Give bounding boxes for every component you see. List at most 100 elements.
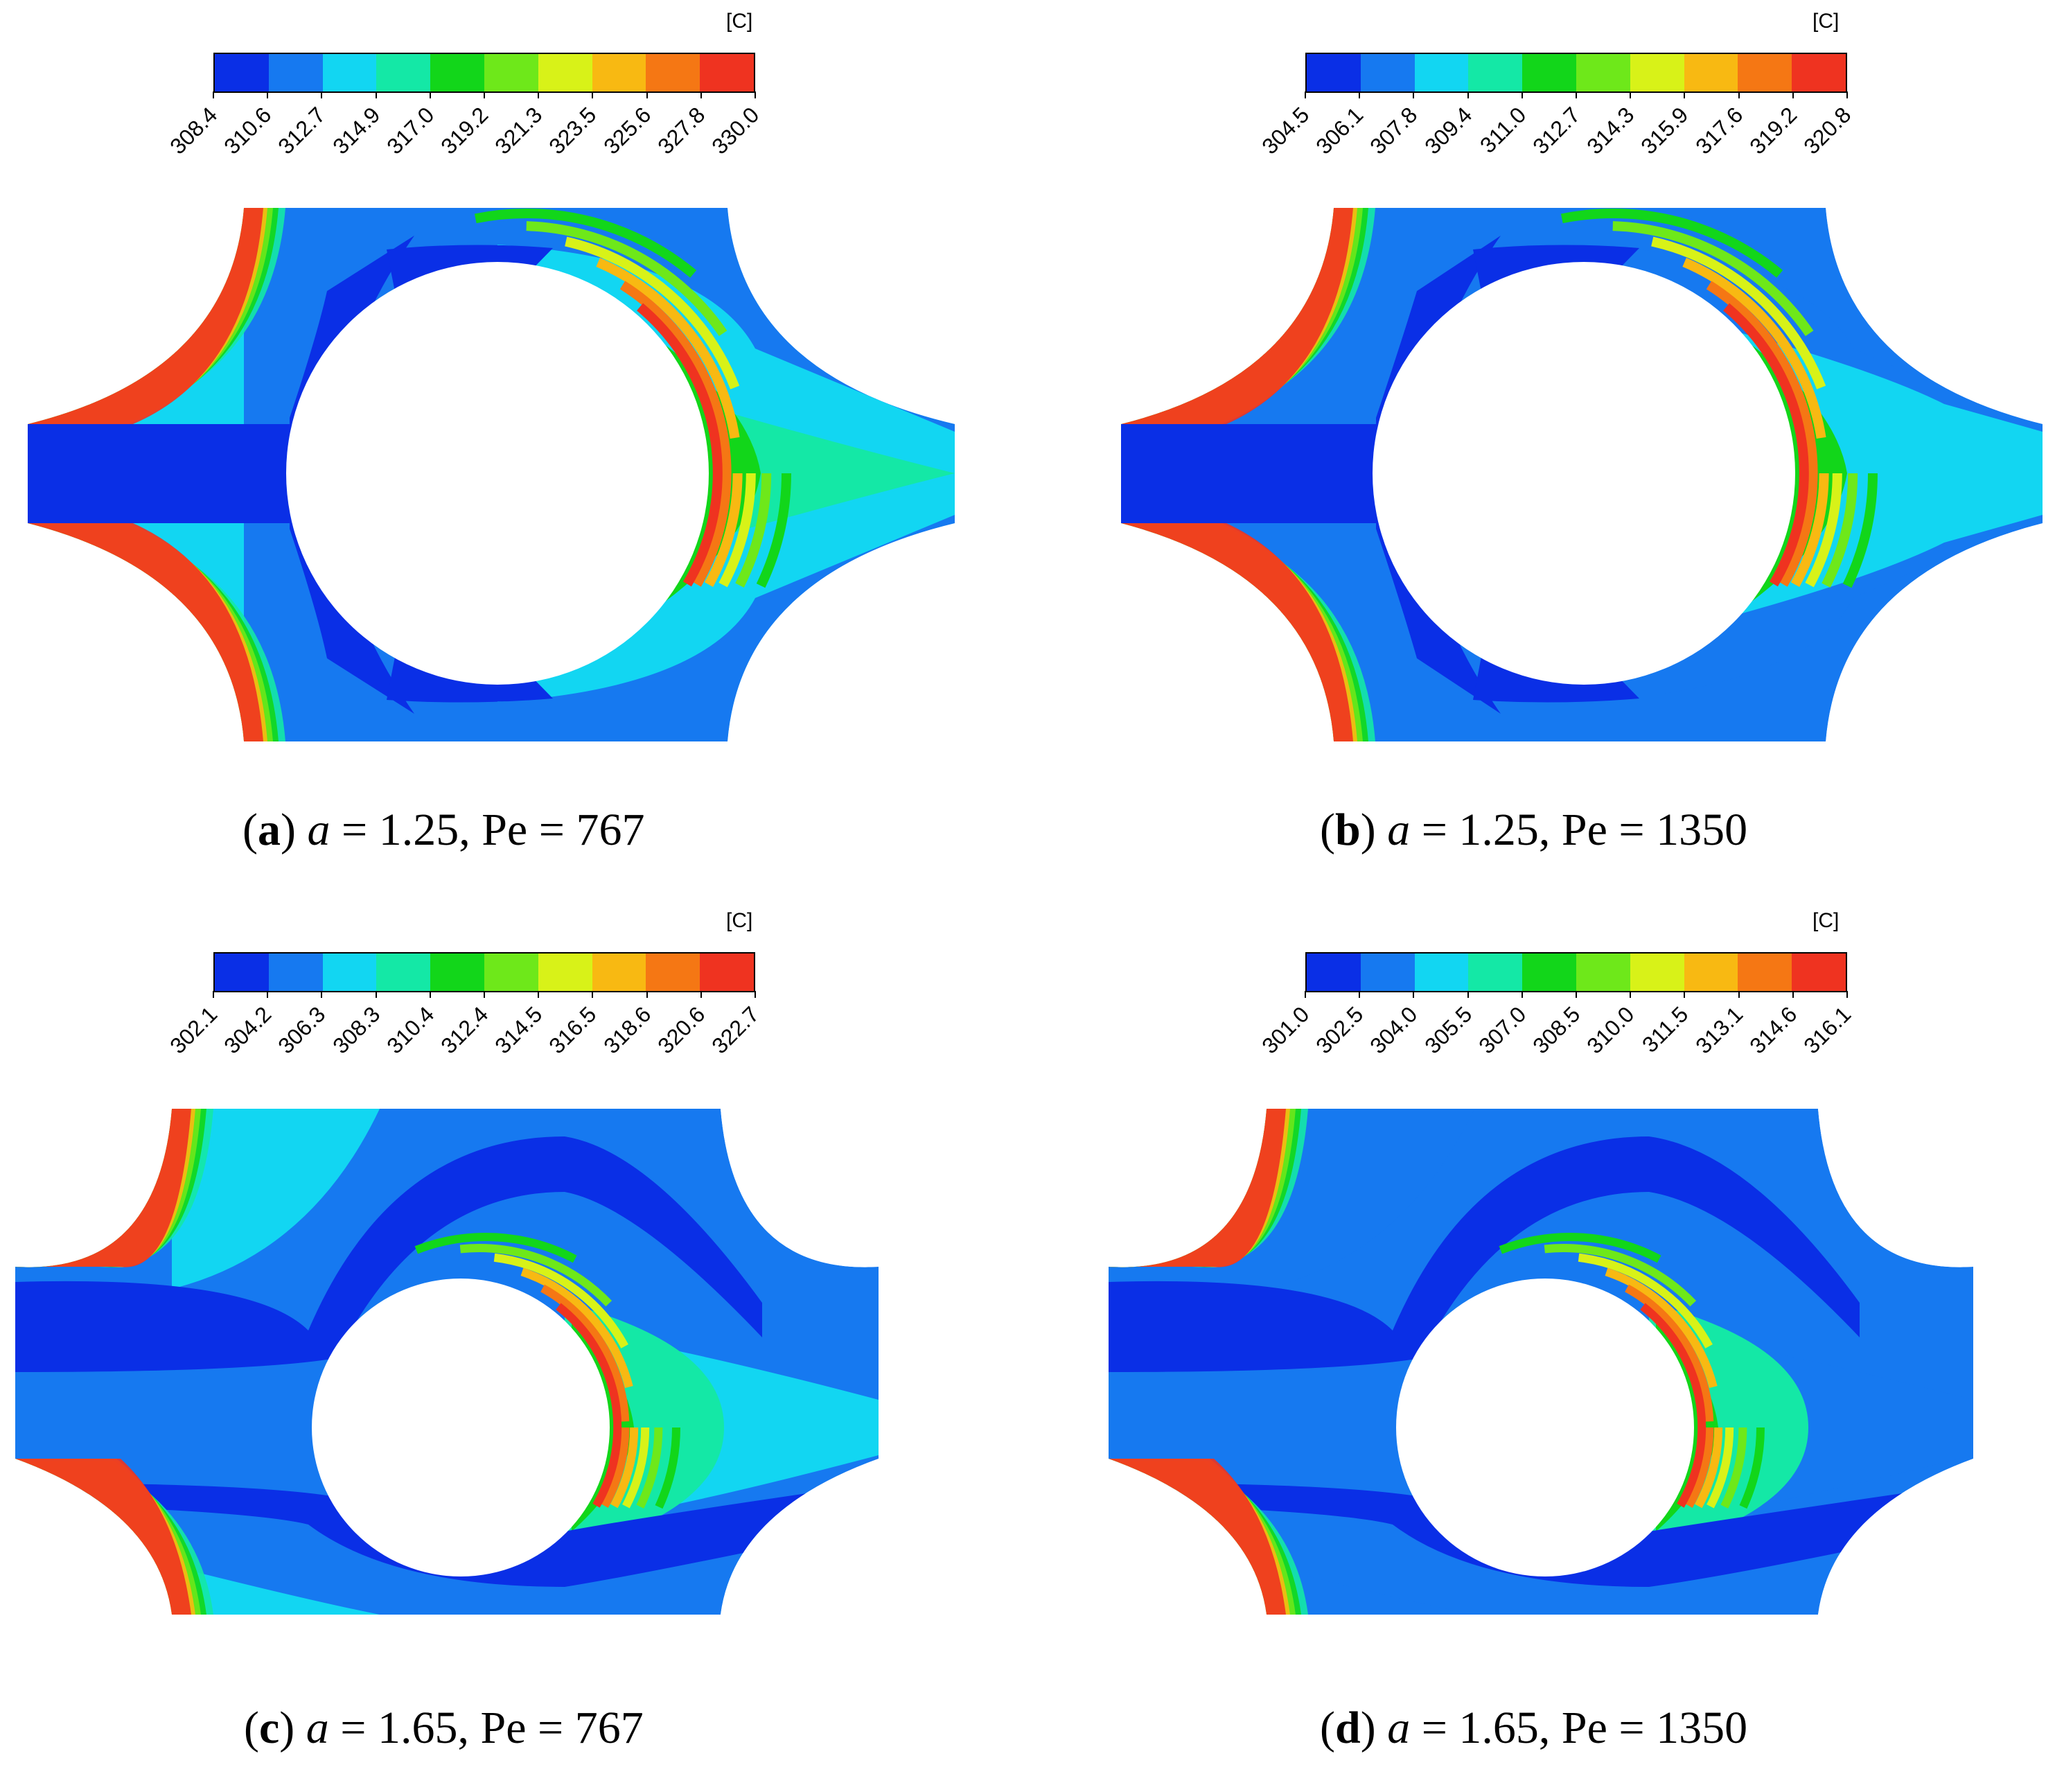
hot-ring <box>299 1252 650 1603</box>
colorbar-tick-mark <box>538 991 540 998</box>
temperature-contour-field <box>1109 1109 1973 1615</box>
colorbar-tick-mark <box>592 991 594 998</box>
colorbar-segment <box>1307 954 1361 991</box>
colorbar-segment <box>430 954 484 991</box>
colorbar <box>213 952 755 992</box>
hot-layer-top-left <box>1121 208 1357 424</box>
unit-label: [C] <box>726 909 753 932</box>
colorbar-segment <box>1630 54 1684 91</box>
hot-ring <box>1386 1259 1723 1596</box>
colorbar-tick-mark <box>1521 91 1523 98</box>
hot-layer-top-left <box>1121 208 1353 424</box>
colorbar-segment <box>1738 954 1792 991</box>
hot-ring <box>1375 1233 1765 1615</box>
colorbar-segment <box>322 954 377 991</box>
colorbar-segment <box>1468 954 1523 991</box>
colorbar-segment <box>376 954 431 991</box>
colorbar-tick-mark <box>1738 991 1740 998</box>
colorbar-tick-mark <box>1792 91 1794 98</box>
cold-band-upper <box>15 1136 762 1372</box>
colorbar-segment <box>322 54 377 91</box>
contour-plot <box>28 208 955 741</box>
hot-ring <box>1365 252 1809 695</box>
colorbar-segment <box>1522 954 1576 991</box>
colorbar-segment <box>1307 54 1361 91</box>
colorbar-tick-mark <box>755 991 756 998</box>
colorbar-segment <box>538 954 592 991</box>
contour-plot <box>1109 1109 1973 1615</box>
temperature-contour-field <box>28 208 955 741</box>
colorbar-segment <box>484 954 538 991</box>
colorbar-tick-mark <box>429 991 431 998</box>
colorbar-tick-mark <box>484 991 485 998</box>
colorbar-segment <box>1576 54 1630 91</box>
corner-bottom-left <box>172 1566 380 1615</box>
colorbar-tick-mark <box>375 91 377 98</box>
hot-layer-top-left <box>15 1109 191 1267</box>
colorbar <box>1305 53 1847 93</box>
cold-band-upper <box>1109 1136 1860 1372</box>
hot-ring <box>1363 246 1818 701</box>
colorbar-segment <box>1414 54 1469 91</box>
panel-a: [C] (a) a = 1.25, Pe = 767 308.4 310.6 312… <box>0 0 1032 891</box>
hot-ring <box>276 246 732 701</box>
hot-ring <box>1388 1265 1714 1590</box>
colorbar-segment <box>1792 954 1846 991</box>
panel-d: [C] (d) a = 1.65, Pe = 1350 301.0 302.5 30… <box>1095 901 2064 1792</box>
unit-label: [C] <box>1812 10 1840 33</box>
colorbar-segment <box>1522 54 1576 91</box>
colorbar-tick-mark <box>484 91 485 98</box>
hot-ring <box>1390 1270 1706 1585</box>
colorbar-tick-mark <box>1576 991 1577 998</box>
colorbar-segment <box>484 54 538 91</box>
colorbar-segment <box>430 54 484 91</box>
colorbar-segment <box>700 54 754 91</box>
colorbar-segment <box>1630 954 1684 991</box>
hot-ring <box>306 1270 622 1585</box>
hot-ring <box>1357 231 1842 716</box>
hot-ring <box>267 221 772 726</box>
colorbar-segment <box>1792 54 1846 91</box>
colorbar-tick-mark <box>321 91 323 98</box>
colorbar-tick-mark <box>321 991 323 998</box>
hot-ring <box>1383 1252 1734 1603</box>
colorbar <box>213 53 755 93</box>
colorbar-tick-mark <box>1521 991 1523 998</box>
colorbar-tick-mark <box>1359 91 1361 98</box>
colorbar-tick-mark <box>213 91 214 98</box>
hot-ring <box>295 1244 663 1611</box>
colorbar-tick-mark <box>1413 91 1415 98</box>
cylinder <box>312 1279 610 1576</box>
colorbar-tick-mark <box>1630 91 1632 98</box>
colorbar-tick-mark <box>213 991 214 998</box>
colorbar-segment <box>268 54 323 91</box>
inlet-wrap <box>290 236 414 714</box>
colorbar-segment <box>646 54 700 91</box>
colorbar-segment <box>538 54 592 91</box>
colorbar-tick-mark <box>267 91 269 98</box>
hot-ring <box>270 231 756 716</box>
colorbar-segment <box>700 954 754 991</box>
hot-ring <box>1353 221 1858 726</box>
hot-ring <box>301 1259 639 1596</box>
colorbar-tick-mark <box>1305 91 1306 98</box>
hot-layer-bottom-left <box>1121 523 1353 741</box>
hot-layer-top-left <box>28 208 263 424</box>
hot-ring <box>303 1265 630 1590</box>
colorbar-segment <box>1360 954 1415 991</box>
panel-c: [C] (c) a = 1.65, Pe = 767 302.1 304.2 306… <box>0 901 1032 1792</box>
hot-layer-bottom-left <box>15 1459 191 1615</box>
hot-ring <box>279 252 723 695</box>
hot-layer-bottom-left <box>28 523 263 741</box>
temperature-contour-field <box>1121 208 2043 741</box>
colorbar-tick-mark <box>267 991 269 998</box>
colorbar-segment <box>592 54 646 91</box>
colorbar-tick-mark <box>1684 91 1686 98</box>
colorbar-tick-mark <box>1630 991 1632 998</box>
colorbar-tick-mark <box>375 991 377 998</box>
colorbar-tick-mark <box>429 91 431 98</box>
hot-ring <box>1360 239 1829 708</box>
cylinder <box>1396 1279 1694 1576</box>
hot-ring <box>291 1233 680 1615</box>
colorbar-segment <box>215 954 269 991</box>
